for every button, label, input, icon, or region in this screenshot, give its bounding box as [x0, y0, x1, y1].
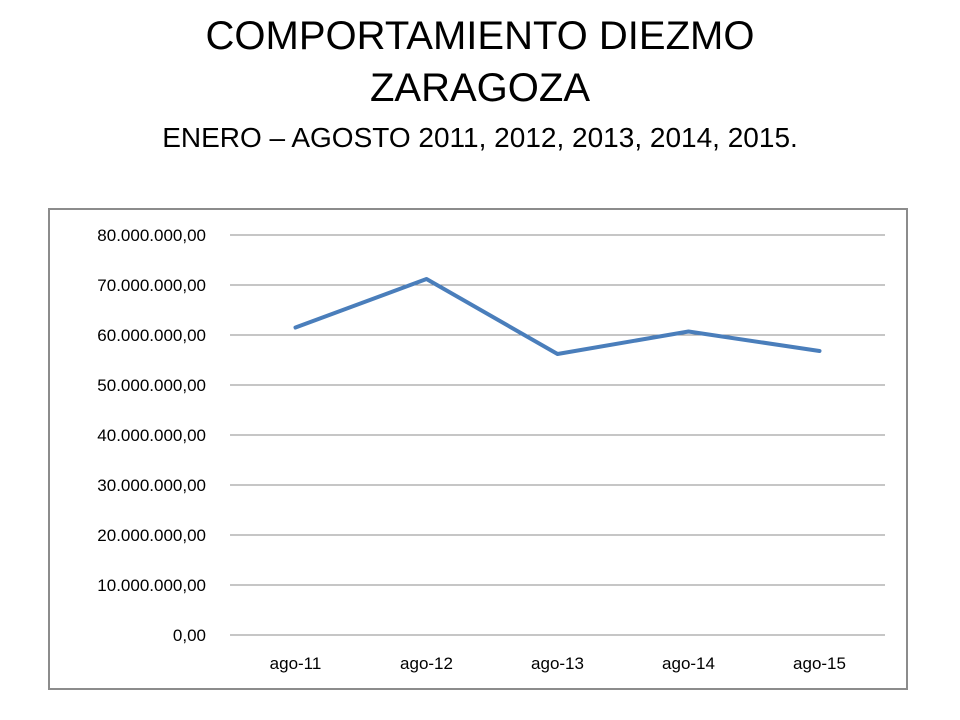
y-tick-label: 0,00	[173, 626, 206, 645]
y-tick-label: 10.000.000,00	[97, 576, 206, 595]
x-tick-label: ago-13	[531, 654, 584, 673]
y-tick-label: 80.000.000,00	[97, 226, 206, 245]
x-tick-label: ago-11	[270, 654, 322, 673]
y-tick-label: 20.000.000,00	[97, 526, 206, 545]
y-tick-label: 60.000.000,00	[97, 326, 206, 345]
y-tick-label: 30.000.000,00	[97, 476, 206, 495]
series-line	[293, 277, 822, 356]
y-tick-label: 50.000.000,00	[97, 376, 206, 395]
x-tick-label: ago-14	[662, 654, 715, 673]
y-tick-label: 40.000.000,00	[97, 426, 206, 445]
title-line-1: COMPORTAMIENTO DIEZMO	[205, 14, 755, 58]
subtitle: ENERO – AGOSTO 2011, 2012, 2013, 2014, 2…	[162, 122, 798, 153]
chart-frame: 0,00 10.000.000,00 20.000.000,00 30.000.000…	[48, 208, 908, 690]
slide-title: COMPORTAMIENTO DIEZMO ZARAGOZA ENERO – A…	[0, 10, 960, 158]
title-line-2: ZARAGOZA	[369, 66, 591, 110]
line-chart: 0,00 10.000.000,00 20.000.000,00 30.000.000…	[97, 226, 885, 673]
x-tick-label: ago-15	[793, 654, 846, 673]
x-tick-label: ago-12	[400, 654, 453, 673]
y-tick-label: 70.000.000,00	[97, 276, 206, 295]
